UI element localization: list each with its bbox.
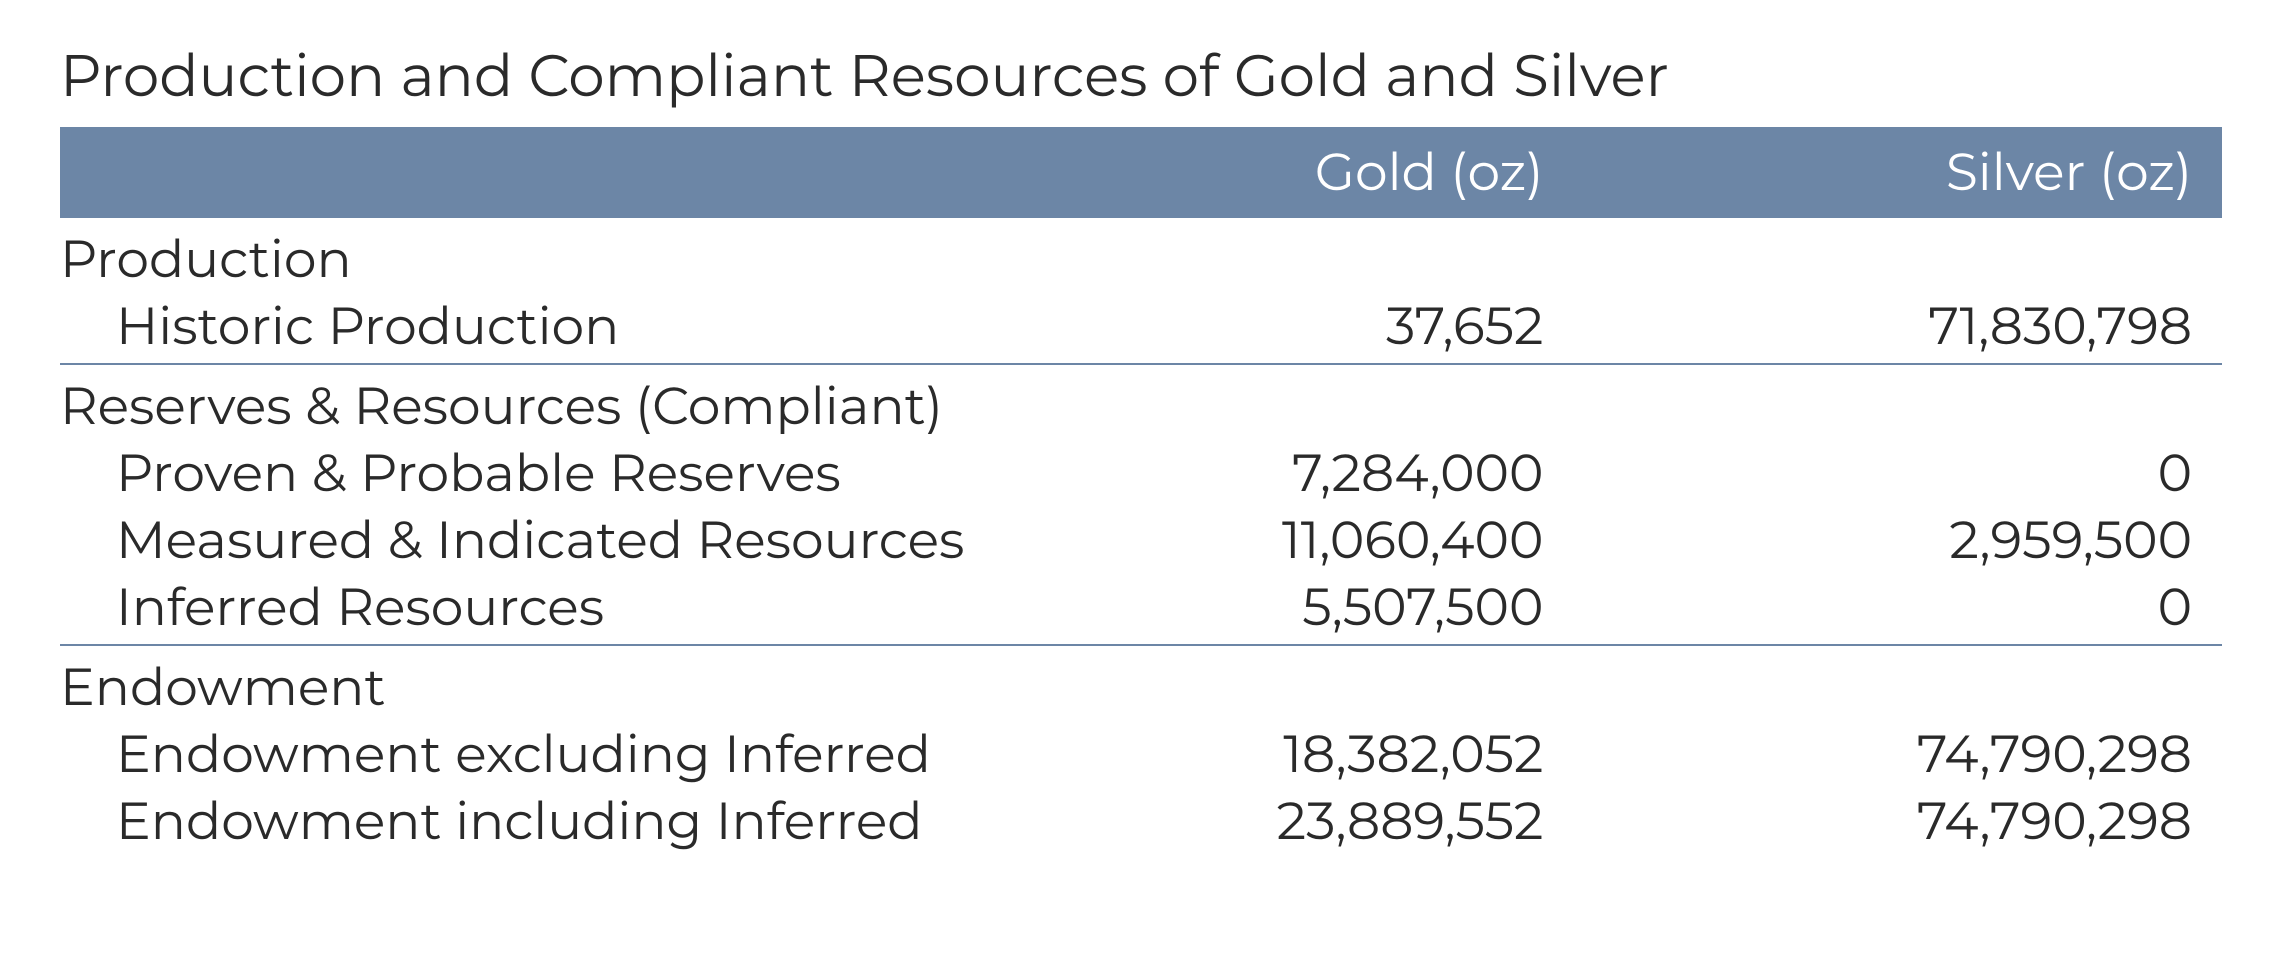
cell-gold: 18,382,052 — [1098, 721, 1574, 788]
cell-silver: 71,830,798 — [1573, 293, 2222, 360]
section-label: Production — [60, 218, 2222, 293]
row-label: Endowment excluding Inferred — [60, 721, 1098, 788]
cell-gold: 23,889,552 — [1098, 788, 1574, 855]
cell-silver: 0 — [1573, 574, 2222, 641]
table-row: Historic Production 37,652 71,830,798 — [60, 293, 2222, 360]
row-label: Measured & Indicated Resources — [60, 507, 1098, 574]
section-header-endowment: Endowment — [60, 645, 2222, 721]
page-title: Production and Compliant Resources of Go… — [60, 40, 2222, 111]
row-label: Historic Production — [60, 293, 1098, 360]
table-row: Inferred Resources 5,507,500 0 — [60, 574, 2222, 641]
table-header-row: Gold (oz) Silver (oz) — [60, 127, 2222, 218]
section-label: Reserves & Resources (Compliant) — [60, 364, 2222, 440]
section-header-reserves: Reserves & Resources (Compliant) — [60, 364, 2222, 440]
cell-silver: 2,959,500 — [1573, 507, 2222, 574]
row-label: Endowment including Inferred — [60, 788, 1098, 855]
table-row: Proven & Probable Reserves 7,284,000 0 — [60, 440, 2222, 507]
resources-table: Gold (oz) Silver (oz) Production Histori… — [60, 127, 2222, 855]
table-row: Endowment including Inferred 23,889,552 … — [60, 788, 2222, 855]
section-label: Endowment — [60, 645, 2222, 721]
col-header-silver: Silver (oz) — [1573, 127, 2222, 218]
col-header-gold: Gold (oz) — [1098, 127, 1574, 218]
cell-gold: 37,652 — [1098, 293, 1574, 360]
table-row: Measured & Indicated Resources 11,060,40… — [60, 507, 2222, 574]
section-header-production: Production — [60, 218, 2222, 293]
cell-gold: 5,507,500 — [1098, 574, 1574, 641]
table-row: Endowment excluding Inferred 18,382,052 … — [60, 721, 2222, 788]
row-label: Proven & Probable Reserves — [60, 440, 1098, 507]
row-label: Inferred Resources — [60, 574, 1098, 641]
cell-silver: 74,790,298 — [1573, 721, 2222, 788]
cell-silver: 74,790,298 — [1573, 788, 2222, 855]
cell-gold: 7,284,000 — [1098, 440, 1574, 507]
cell-gold: 11,060,400 — [1098, 507, 1574, 574]
cell-silver: 0 — [1573, 440, 2222, 507]
col-header-blank — [60, 127, 1098, 218]
